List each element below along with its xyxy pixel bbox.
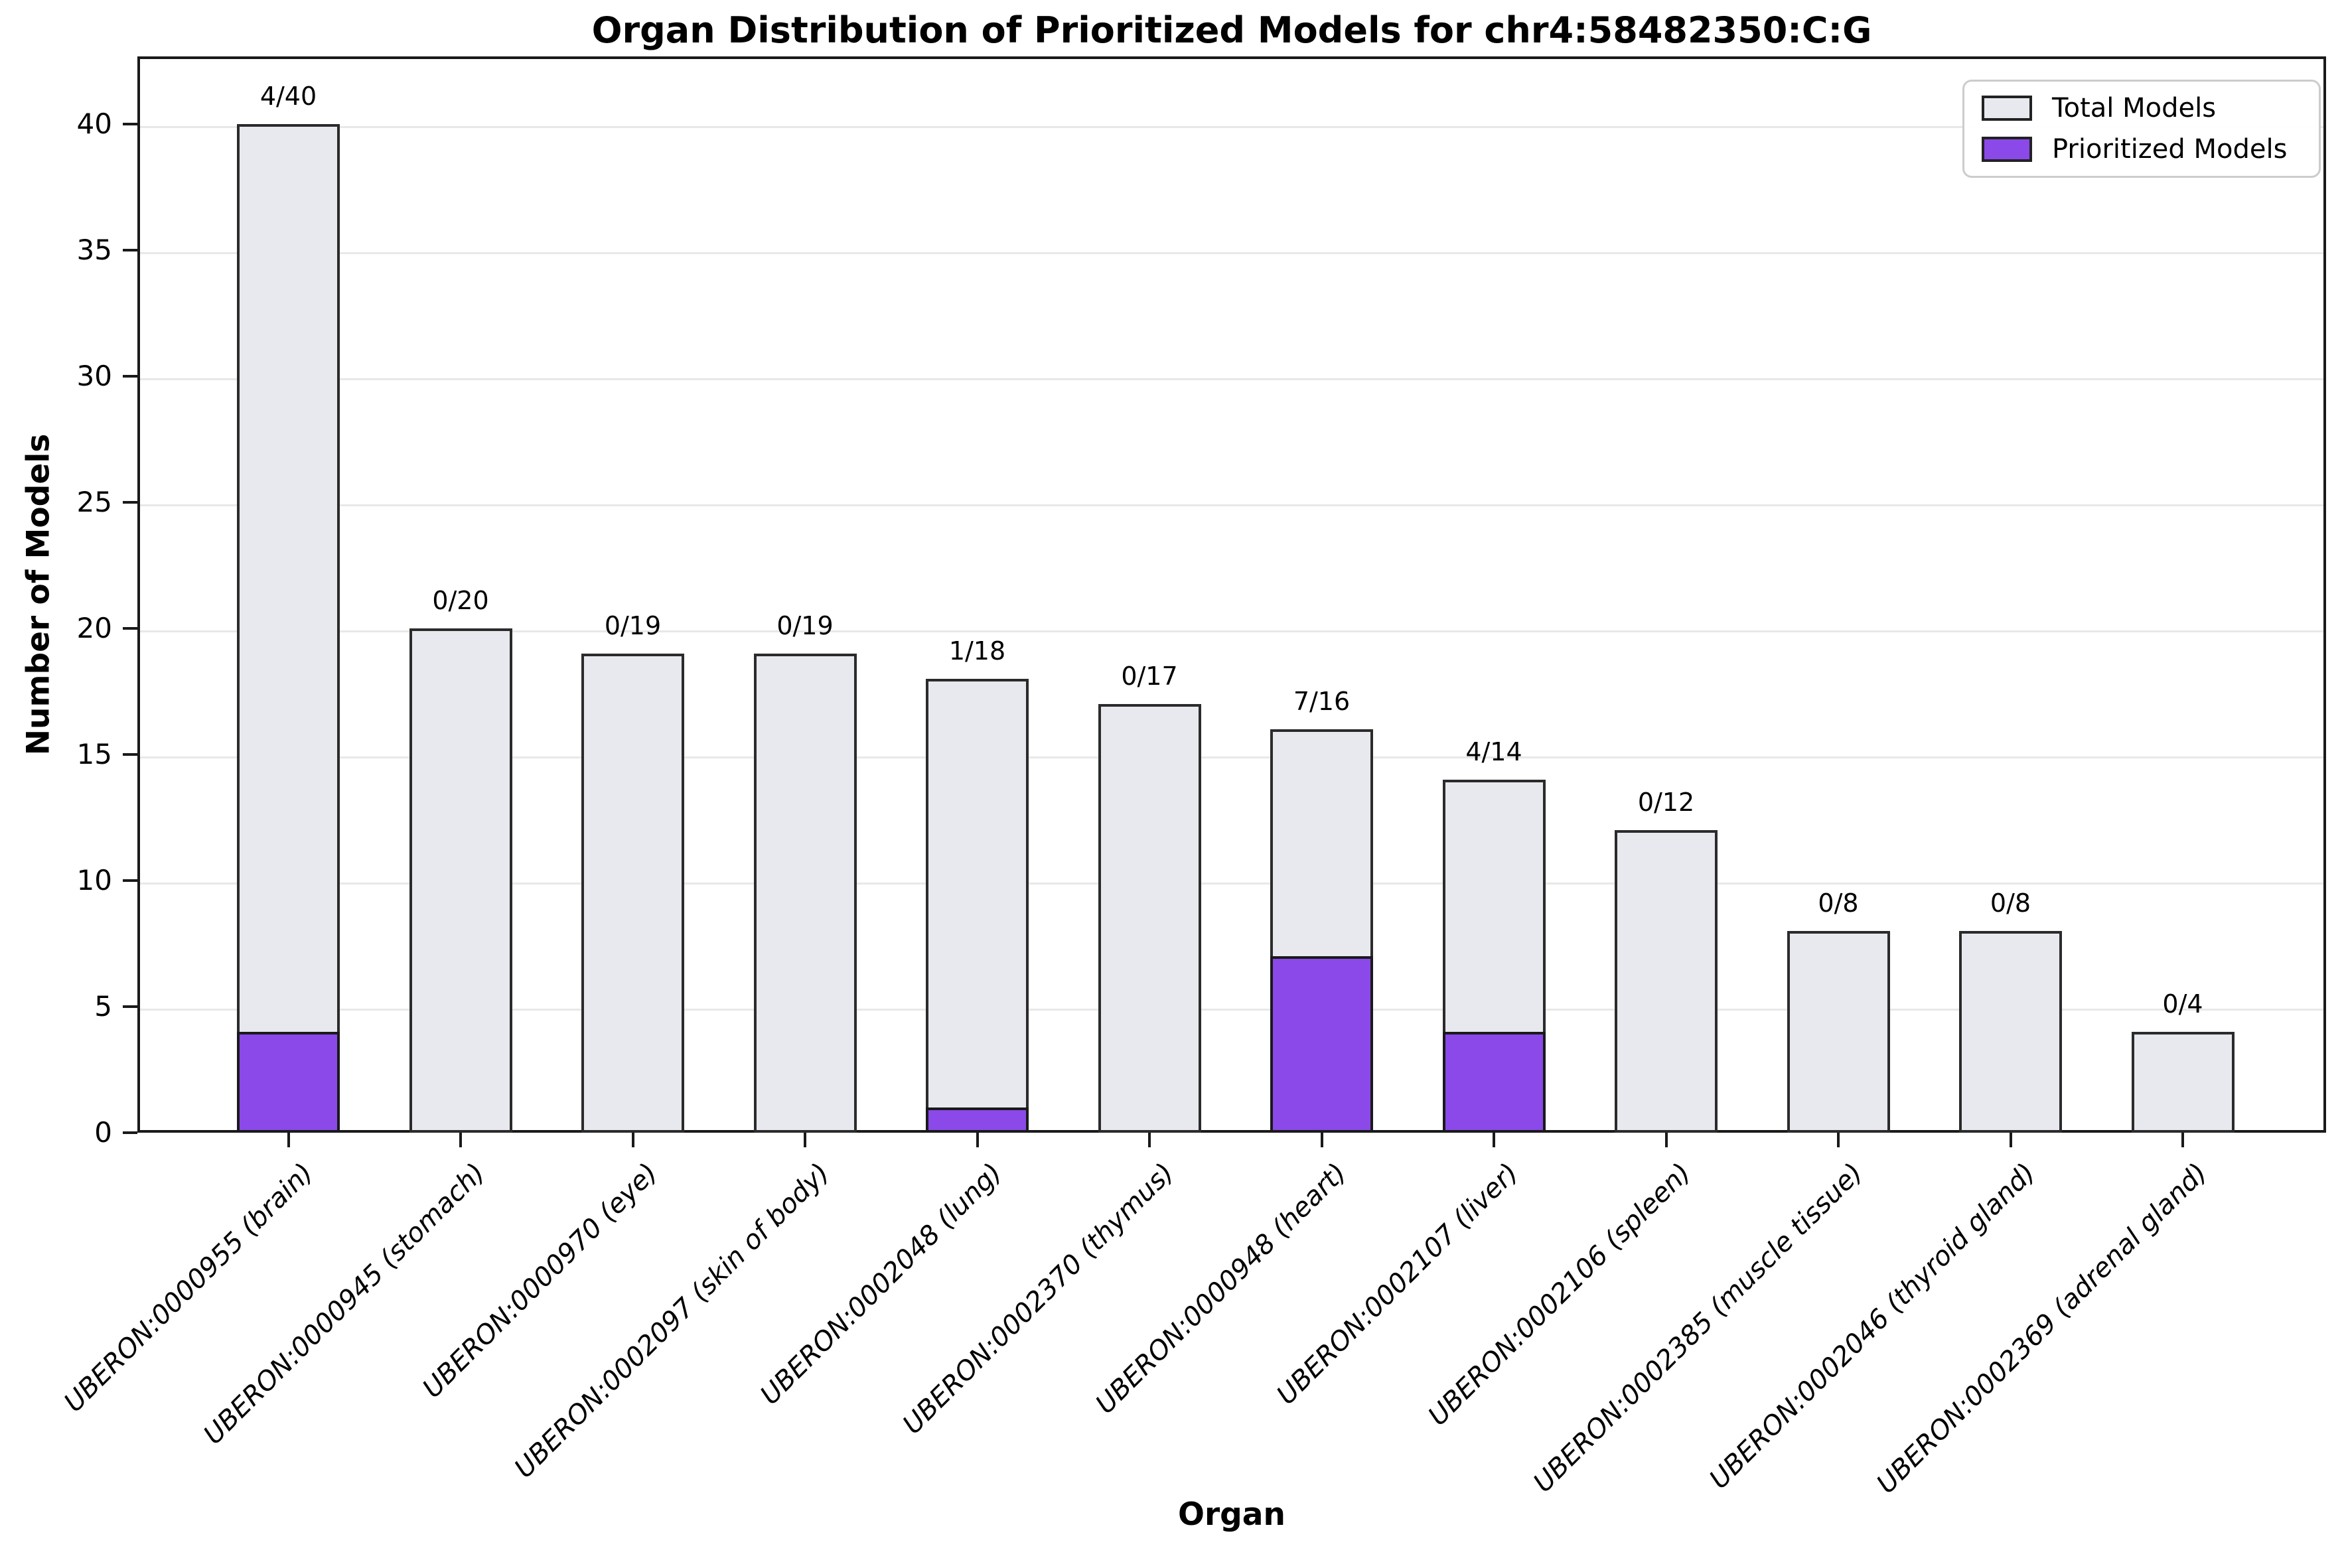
x-tick-label: UBERON:0002107 (liver) <box>1271 1157 1524 1411</box>
total-bar <box>1615 830 1718 1133</box>
y-tick-label: 25 <box>76 486 112 518</box>
x-tick-mark <box>1320 1133 1323 1147</box>
total-bar <box>1959 931 2062 1133</box>
y-tick-mark <box>123 501 137 504</box>
legend-label-total-models: Total Models <box>2052 93 2217 123</box>
y-tick-label: 35 <box>76 234 112 266</box>
y-tick-mark <box>123 375 137 378</box>
y-tick-mark <box>123 249 137 251</box>
x-tick-label: UBERON:0000955 (brain) <box>58 1157 319 1419</box>
gridline <box>140 1008 2323 1011</box>
x-tick-label: UBERON:0000948 (heart) <box>1089 1157 1353 1420</box>
gridline <box>140 756 2323 758</box>
x-axis-title: Organ <box>1178 1496 1285 1533</box>
x-tick-mark <box>1493 1133 1495 1147</box>
bar-value-label: 0/8 <box>1818 889 1859 918</box>
x-tick-mark <box>804 1133 806 1147</box>
total-bar <box>581 654 684 1133</box>
x-tick-mark <box>459 1133 462 1147</box>
y-tick-mark <box>123 879 137 882</box>
bar-value-label: 0/19 <box>604 611 662 640</box>
x-tick-label: UBERON:0002048 (lung) <box>754 1157 1008 1411</box>
gridline <box>140 630 2323 632</box>
x-tick-label: UBERON:0000970 (eye) <box>416 1157 664 1404</box>
y-tick-label: 5 <box>94 990 112 1023</box>
prioritized-bar <box>1270 956 1373 1133</box>
gridline <box>140 125 2323 128</box>
y-axis-title: Number of Models <box>20 433 57 756</box>
bar-value-label: 0/19 <box>776 611 834 640</box>
chart-title: Organ Distribution of Prioritized Models… <box>591 9 1872 51</box>
y-tick-label: 20 <box>76 612 112 644</box>
prioritized-bar <box>237 1032 340 1133</box>
bar-value-label: 1/18 <box>948 636 1006 666</box>
x-tick-label: UBERON:0002106 (spleen) <box>1422 1157 1697 1432</box>
x-tick-label: UBERON:0000945 (stomach) <box>198 1157 491 1451</box>
prioritized-bar <box>1442 1032 1546 1133</box>
bar-value-label: 0/8 <box>1990 889 2031 918</box>
x-tick-mark <box>1148 1133 1151 1147</box>
bar-value-label: 0/17 <box>1121 662 1178 691</box>
legend-item-prioritized: Prioritized Models <box>1982 135 2302 164</box>
bar-value-label: 4/14 <box>1465 737 1522 766</box>
gridline <box>140 378 2323 380</box>
gridline <box>140 251 2323 254</box>
total-bar <box>409 628 512 1133</box>
gridline <box>140 504 2323 506</box>
legend: Total Models Prioritized Models <box>1962 80 2321 178</box>
y-tick-label: 30 <box>76 360 112 392</box>
x-tick-label: UBERON:0002370 (thymus) <box>897 1157 1180 1441</box>
y-tick-label: 40 <box>76 107 112 140</box>
gridline <box>140 882 2323 885</box>
total-bar <box>1787 931 1890 1133</box>
bar-value-label: 4/40 <box>259 82 317 111</box>
bar-value-label: 7/16 <box>1293 687 1351 716</box>
y-tick-mark <box>123 627 137 630</box>
y-tick-mark <box>123 1005 137 1008</box>
prioritized-bar <box>926 1107 1029 1133</box>
x-tick-mark <box>631 1133 634 1147</box>
x-tick-label: UBERON:0002097 (skin of body) <box>508 1157 836 1484</box>
y-tick-label: 0 <box>94 1116 112 1149</box>
total-bar <box>237 124 340 1133</box>
x-tick-mark <box>1837 1133 1840 1147</box>
x-tick-mark <box>976 1133 979 1147</box>
x-tick-label: UBERON:0002369 (adrenal gland) <box>1871 1157 2213 1500</box>
bar-value-label: 0/4 <box>2162 989 2203 1019</box>
y-tick-mark <box>123 123 137 125</box>
legend-swatch-prioritized-models <box>1982 137 2032 162</box>
legend-swatch-total-models <box>1982 96 2032 121</box>
total-bar <box>926 679 1029 1133</box>
x-tick-mark <box>2181 1133 2184 1147</box>
total-bar <box>1098 704 1201 1133</box>
y-tick-mark <box>123 1131 137 1134</box>
x-tick-mark <box>1664 1133 1668 1147</box>
x-tick-label: UBERON:0002385 (muscle tissue) <box>1527 1157 1869 1499</box>
legend-item-total: Total Models <box>1982 94 2302 123</box>
y-tick-label: 10 <box>76 864 112 896</box>
bar-value-label: 0/20 <box>432 586 489 615</box>
total-bar <box>753 654 857 1133</box>
total-bar <box>2131 1032 2235 1133</box>
y-tick-mark <box>123 753 137 756</box>
bar-value-label: 0/12 <box>1637 788 1695 817</box>
x-tick-mark <box>2009 1133 2012 1147</box>
x-tick-label: UBERON:0002046 (thyroid gland) <box>1703 1157 2041 1495</box>
y-tick-label: 15 <box>76 738 112 770</box>
x-tick-mark <box>287 1133 290 1147</box>
legend-label-prioritized-models: Prioritized Models <box>2052 134 2288 165</box>
